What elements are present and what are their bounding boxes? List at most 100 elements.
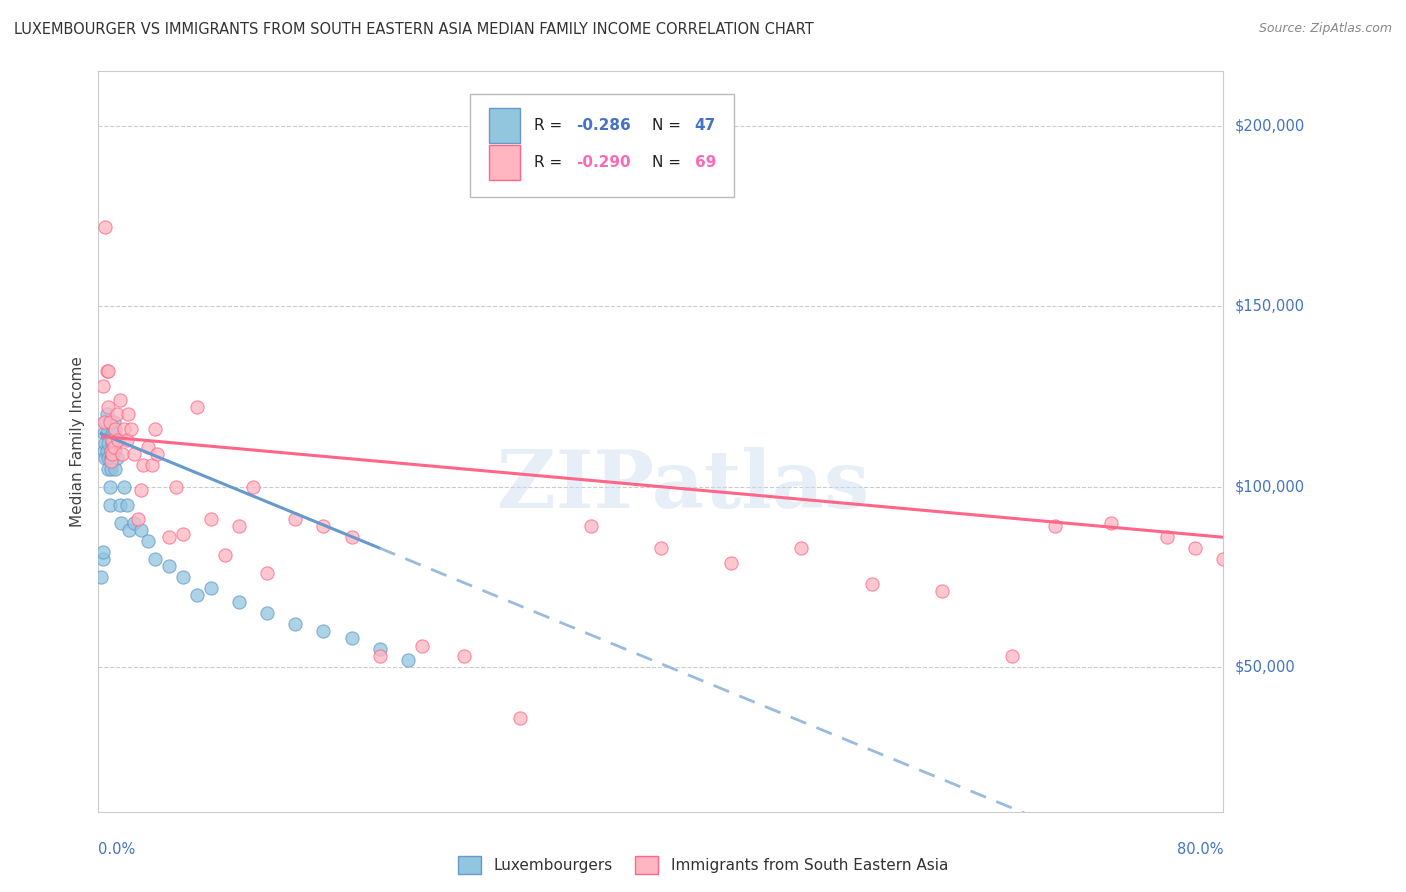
Point <box>1353 541 1375 555</box>
Text: ZIPatlas: ZIPatlas <box>498 447 869 525</box>
Text: $100,000: $100,000 <box>1234 479 1305 494</box>
Point <box>368 642 391 657</box>
Point <box>1043 519 1066 533</box>
Point <box>396 653 419 667</box>
Point <box>94 436 117 450</box>
Text: $150,000: $150,000 <box>1234 299 1305 314</box>
Point <box>368 649 391 664</box>
Text: 69: 69 <box>695 155 716 169</box>
Point <box>579 519 602 533</box>
Text: -0.290: -0.290 <box>576 155 631 169</box>
Point <box>242 480 264 494</box>
Point <box>115 498 138 512</box>
Text: 80.0%: 80.0% <box>1177 842 1223 857</box>
Point <box>100 443 122 458</box>
Point <box>101 447 124 461</box>
Point <box>720 556 742 570</box>
Point <box>340 632 363 646</box>
Point <box>214 549 236 563</box>
Point <box>91 378 114 392</box>
Point <box>93 415 115 429</box>
Point <box>650 541 672 555</box>
Point <box>132 458 155 472</box>
Point <box>112 422 135 436</box>
Point <box>1324 595 1347 609</box>
Point <box>1296 591 1319 606</box>
Text: N =: N = <box>652 118 686 133</box>
Point <box>100 454 122 468</box>
Point <box>1099 516 1122 530</box>
Point <box>100 461 122 475</box>
Point <box>97 364 120 378</box>
Point <box>100 443 122 458</box>
Point <box>117 408 139 422</box>
Point <box>1381 530 1403 544</box>
Point <box>157 559 180 574</box>
Point <box>165 480 187 494</box>
Point <box>110 516 132 530</box>
Point <box>860 577 883 591</box>
Point <box>94 450 117 465</box>
Point <box>136 533 159 548</box>
Point <box>96 408 118 422</box>
Text: $200,000: $200,000 <box>1234 118 1305 133</box>
Point <box>94 415 117 429</box>
Point <box>1156 530 1178 544</box>
Point <box>284 512 307 526</box>
Text: 47: 47 <box>695 118 716 133</box>
Point <box>129 523 152 537</box>
Point <box>105 408 128 422</box>
Point <box>122 447 145 461</box>
Point <box>104 422 127 436</box>
Point <box>146 447 169 461</box>
Point <box>411 639 433 653</box>
Point <box>143 422 166 436</box>
Text: $50,000: $50,000 <box>1234 660 1295 674</box>
Point <box>97 450 120 465</box>
Point <box>1212 552 1234 566</box>
Point <box>120 422 142 436</box>
Point <box>312 624 335 639</box>
Bar <box>489 108 520 144</box>
Point <box>104 443 127 458</box>
Point <box>1184 541 1206 555</box>
Point <box>112 480 135 494</box>
Point <box>453 649 475 664</box>
Point <box>93 425 115 440</box>
Text: -0.286: -0.286 <box>576 118 631 133</box>
Point <box>101 450 124 465</box>
Point <box>101 436 124 450</box>
Point <box>103 425 125 440</box>
Point <box>1268 584 1291 599</box>
Point <box>200 512 222 526</box>
Legend: Luxembourgers, Immigrants from South Eastern Asia: Luxembourgers, Immigrants from South Eas… <box>451 850 955 880</box>
Point <box>312 519 335 533</box>
Point <box>96 443 118 458</box>
Text: Source: ZipAtlas.com: Source: ZipAtlas.com <box>1258 22 1392 36</box>
Bar <box>489 145 520 180</box>
Point <box>115 433 138 447</box>
Point <box>129 483 152 498</box>
Point <box>1001 649 1024 664</box>
Point <box>96 425 118 440</box>
Point <box>108 392 131 407</box>
Point <box>186 588 208 602</box>
Point <box>136 440 159 454</box>
Point <box>91 544 114 558</box>
Text: N =: N = <box>652 155 686 169</box>
Point <box>122 516 145 530</box>
Point <box>256 606 278 620</box>
Point <box>284 616 307 631</box>
Point <box>103 415 125 429</box>
Point <box>90 570 112 584</box>
Point <box>186 401 208 415</box>
Point <box>1240 566 1263 581</box>
Point <box>108 498 131 512</box>
Point <box>509 711 531 725</box>
Point <box>157 530 180 544</box>
FancyBboxPatch shape <box>470 94 734 197</box>
Point <box>91 552 114 566</box>
Point <box>340 530 363 544</box>
Point <box>111 447 134 461</box>
Point <box>118 523 141 537</box>
